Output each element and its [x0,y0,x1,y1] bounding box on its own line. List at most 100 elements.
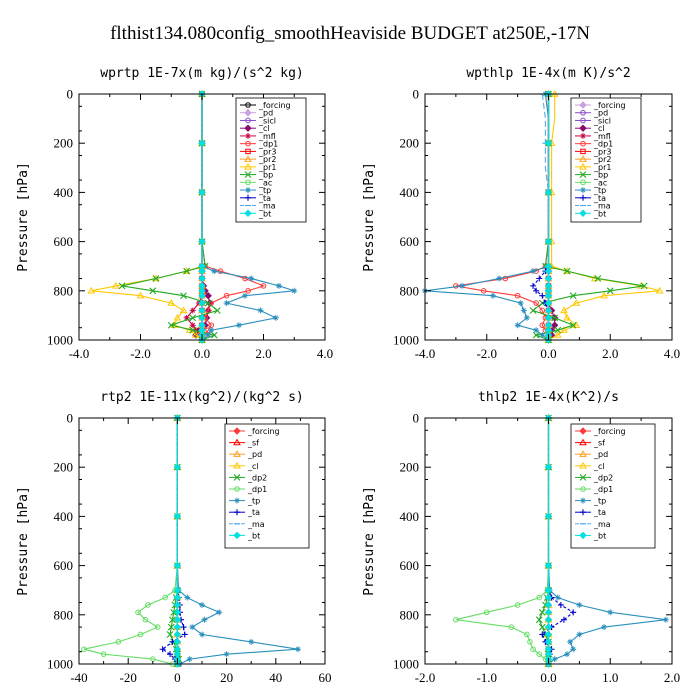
data-point [223,651,230,658]
x-tick-label: 0.0 [540,346,556,361]
series-line [455,94,550,340]
data-point [594,275,602,282]
legend-marker [234,509,240,516]
legend-marker [244,155,252,162]
data-point [572,321,581,328]
data-point [607,609,614,616]
legend-label: _ac [258,178,272,187]
data-point [118,282,126,290]
legend-label: _pr1 [593,163,611,172]
legend-item: _ta [575,194,606,203]
legend-marker [234,497,240,504]
data-point [180,292,187,300]
data-point [453,616,459,623]
data-point [563,267,571,275]
legend-label: _tp [593,186,606,195]
data-point [179,306,188,314]
data-point [502,275,509,282]
data-point [606,287,614,295]
data-point [601,624,608,631]
data-point [198,274,206,283]
figure-title: flthist134.080config_smoothHeaviside BUD… [110,23,590,44]
data-point [459,282,466,289]
legend-label: _mfl [258,132,276,141]
legend-marker [244,109,252,117]
legend-marker [244,171,252,178]
x-tick-label: -1.0 [476,670,497,685]
data-point [223,300,230,307]
data-point [159,646,166,653]
panel-title: thlp2 1E-4x(K^2)/s [478,390,619,405]
legend-label: _ta [593,508,606,517]
legend-label: _mfl [593,132,611,141]
y-tick-label: 0 [67,87,74,102]
legend-item: _bp [575,171,608,180]
panel-title: wpthlp 1E-4x(m K)/s^2 [466,66,630,81]
legend-item: _mfl [240,132,276,141]
data-point [560,306,568,314]
legend-label: _pr3 [593,147,611,156]
x-tick-label: -2.0 [130,346,151,361]
data-point [211,268,218,275]
data-point [189,307,196,314]
legend-label: _sicl [258,116,276,125]
x-tick-label: 4.0 [317,346,333,361]
legend-label: _bp [258,171,273,180]
data-point [257,307,264,314]
legend-item: _cl [575,461,605,471]
data-point [544,512,553,521]
legend-marker [580,194,586,201]
x-tick-label: -4.0 [415,346,436,361]
legend-marker [245,132,251,139]
data-point [173,512,182,521]
legend-marker [580,117,586,124]
data-point [167,651,174,658]
data-point [136,291,145,299]
data-point [530,268,537,275]
legend-marker [233,427,241,435]
data-point [530,646,536,653]
legend-item: _ta [575,508,606,517]
y-tick-label: 0 [413,87,420,102]
data-point [560,326,568,333]
y-axis-label: Pressure [hPa] [362,162,377,272]
data-point [198,188,206,197]
y-tick-label: 600 [400,234,420,249]
data-point [536,651,543,657]
data-point [100,651,107,657]
data-point [208,327,215,334]
data-point [205,332,212,339]
data-point [655,286,664,294]
y-tick-label: 800 [54,283,74,298]
y-tick-label: 200 [400,460,420,475]
legend-label: _pr3 [258,147,276,156]
data-point [480,288,487,294]
y-tick-label: 1000 [47,657,73,672]
data-point [216,609,223,616]
data-point [514,602,521,608]
legend-marker [245,187,251,194]
y-tick-label: 600 [54,234,74,249]
data-point [199,631,205,638]
legend-label: _sf [593,439,605,448]
x-tick-label: 2.0 [255,346,271,361]
legend-marker [580,486,586,492]
legend-label: _ta [247,508,260,517]
legend-label: _ma [593,520,611,529]
legend-item: _dp1 [229,485,267,494]
data-point [189,322,196,329]
legend-label: _bp [593,171,608,180]
legend-label: _ma [247,520,265,529]
y-tick-label: 0 [413,411,420,426]
legend-marker [233,438,241,446]
data-point [189,314,197,322]
legend-marker [579,155,587,162]
data-point [198,299,206,307]
data-point [248,638,255,645]
series-dp1 [453,91,552,343]
data-point [564,651,571,658]
legend-label: _dp2 [593,473,613,482]
legend-marker [245,117,251,124]
legend-marker [579,461,587,469]
data-point [260,283,267,289]
